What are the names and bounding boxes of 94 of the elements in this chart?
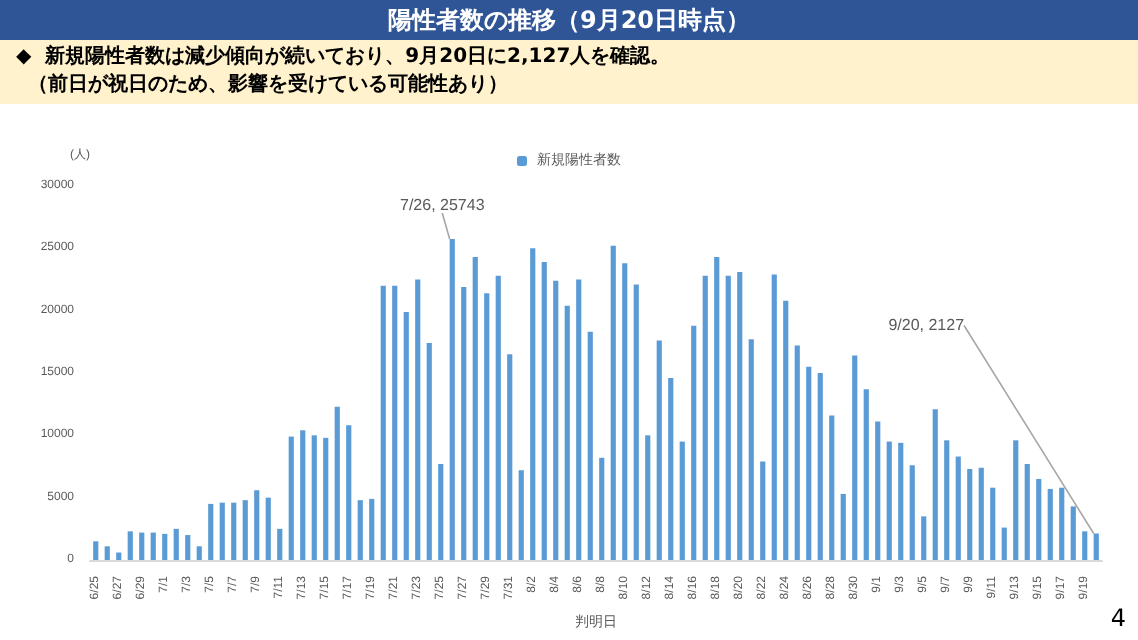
bar <box>725 275 731 560</box>
bar <box>426 343 432 560</box>
bar <box>967 468 973 560</box>
bar <box>254 490 260 560</box>
bar <box>783 300 789 560</box>
bar <box>1001 527 1007 560</box>
bar <box>288 436 294 560</box>
bar <box>714 257 720 560</box>
bar <box>1024 464 1030 560</box>
bar <box>794 345 800 560</box>
bar <box>277 528 283 560</box>
bar <box>196 546 202 560</box>
bar <box>219 502 225 560</box>
bar <box>461 286 467 560</box>
bar <box>185 535 191 560</box>
bar <box>955 456 961 560</box>
bar <box>863 389 869 560</box>
bar <box>576 279 582 560</box>
bar <box>415 279 421 560</box>
text: 4 <box>1110 604 1126 632</box>
bar <box>944 440 950 560</box>
bar <box>633 284 639 560</box>
bar <box>806 366 812 560</box>
bar <box>909 465 915 560</box>
bar <box>104 546 110 560</box>
bar <box>242 500 248 560</box>
bar <box>231 502 237 560</box>
bar <box>116 552 122 560</box>
bar <box>840 493 846 560</box>
bar <box>1070 506 1076 560</box>
bar <box>852 355 858 560</box>
bar <box>1093 533 1099 560</box>
bar <box>1082 531 1088 560</box>
bar <box>1013 440 1019 560</box>
bar <box>668 377 674 560</box>
bar <box>817 373 823 560</box>
bar <box>760 461 766 560</box>
bar <box>932 409 938 560</box>
bar <box>495 275 501 560</box>
chart-title: 陽性者数の推移（9月20日時点） <box>0 0 1138 40</box>
bar <box>645 435 651 560</box>
bar <box>346 425 352 560</box>
bar <box>369 498 375 560</box>
bar <box>737 272 743 560</box>
bar <box>392 285 398 560</box>
bar <box>127 531 133 560</box>
bar <box>1036 478 1042 560</box>
bar <box>507 354 513 560</box>
bar <box>564 305 570 560</box>
bar <box>518 470 524 560</box>
bar <box>472 257 478 560</box>
bar <box>173 528 179 560</box>
bar <box>587 331 593 560</box>
data-label: 7/26, 25743 <box>399 196 486 215</box>
bar <box>702 275 708 560</box>
bar <box>748 339 754 560</box>
bar <box>771 274 777 560</box>
bar <box>829 415 835 560</box>
bar <box>978 467 984 560</box>
bar <box>679 441 685 560</box>
bar <box>886 441 892 560</box>
bar <box>300 430 306 560</box>
bar <box>875 421 881 560</box>
bar <box>541 262 547 560</box>
bar <box>1047 488 1053 560</box>
data-label: 9/20, 2127 <box>888 316 966 335</box>
bar <box>265 497 271 560</box>
bar <box>357 500 363 560</box>
bar <box>311 435 317 560</box>
bar <box>449 239 455 560</box>
bar <box>150 532 156 560</box>
bar <box>610 245 616 560</box>
bar <box>1059 487 1065 560</box>
text: （前日が祝日のため、影響を受けている可能性あり） <box>26 72 510 100</box>
bar <box>380 285 386 560</box>
bar <box>691 325 697 560</box>
bar <box>553 280 559 560</box>
bar <box>438 464 444 560</box>
bar <box>622 263 628 560</box>
bar <box>162 533 168 560</box>
bar <box>898 442 904 560</box>
bar <box>208 503 214 560</box>
bar <box>403 311 409 560</box>
bar <box>599 457 605 560</box>
bar <box>334 406 340 560</box>
bar <box>323 437 329 560</box>
bar <box>484 293 490 560</box>
bar <box>139 532 145 560</box>
bar <box>990 487 996 560</box>
bar <box>530 248 536 560</box>
bar <box>93 541 99 560</box>
chart-subtitle: ◆ 新規陽性者数は減少傾向が続いており、9月20日に2,127人を確認。 <box>16 44 673 72</box>
bar <box>656 340 662 560</box>
bar <box>921 516 927 560</box>
